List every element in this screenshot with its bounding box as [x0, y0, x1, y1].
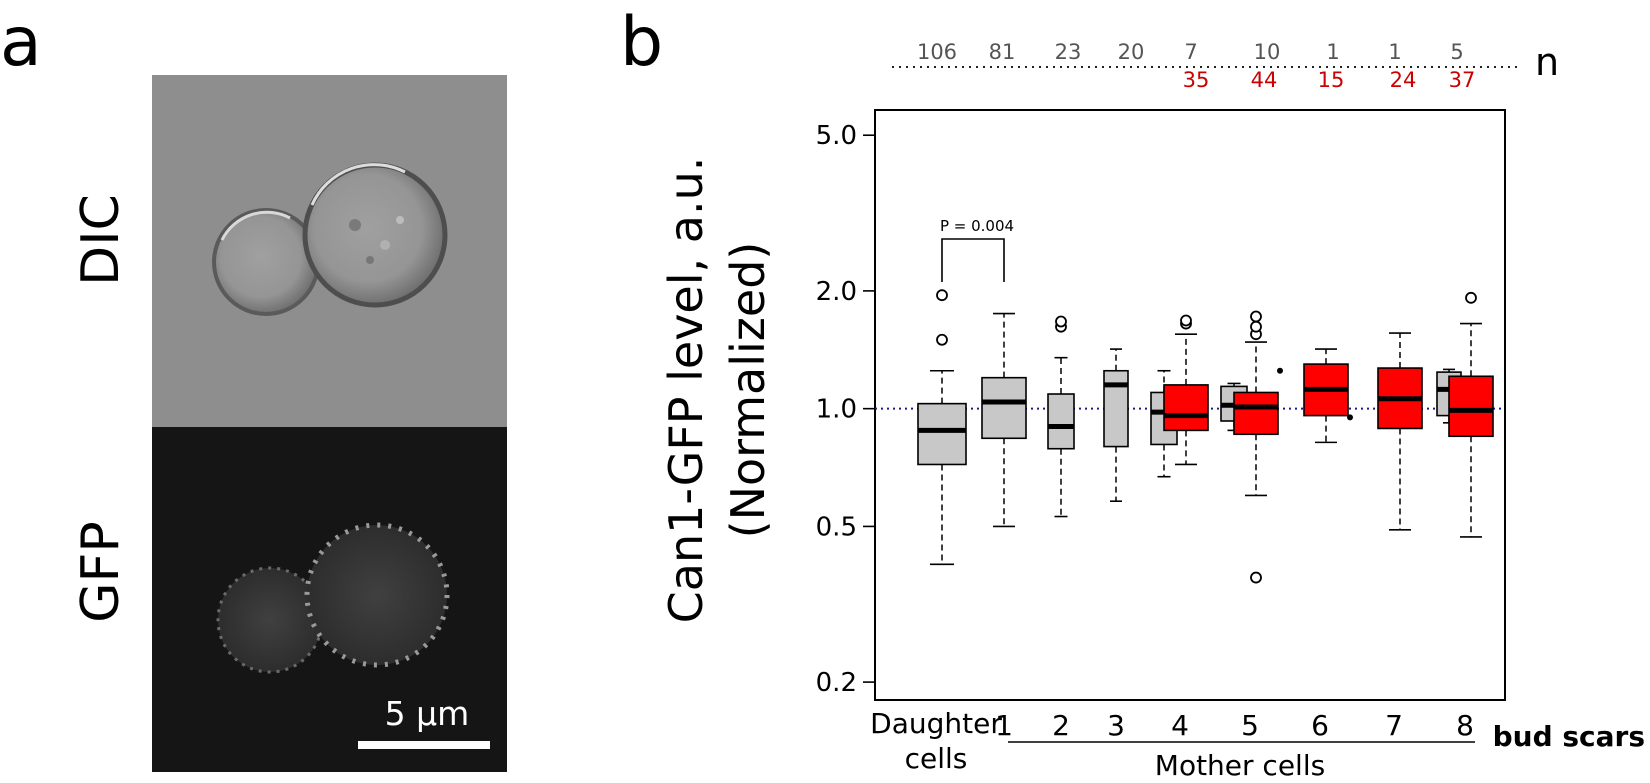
red-box	[1377, 332, 1423, 531]
red-box	[1233, 310, 1279, 584]
gray-point	[1277, 367, 1283, 374]
n-red-count: 37	[1449, 68, 1476, 92]
n-gray-count: 106	[917, 40, 957, 64]
gfp-cell-large	[304, 522, 450, 668]
x-tick-label: 2	[1052, 709, 1070, 742]
n-gray-count: 1	[1388, 40, 1401, 64]
outlier-point	[1465, 291, 1477, 304]
n-gray-count: 23	[1055, 40, 1082, 64]
n-gray-count: 7	[1184, 40, 1197, 64]
panel-a: a DIC GFP	[0, 3, 507, 772]
y-axis-label-line1: Can1-GFP level, a.u.	[659, 157, 713, 624]
x-tick-label: 6	[1311, 709, 1329, 742]
y-tick-label: 2.0	[816, 277, 857, 307]
x-tick-label: 3	[1107, 709, 1125, 742]
iqr-box	[1163, 384, 1209, 432]
n-label: n	[1535, 40, 1559, 84]
n-gray-counts: 106 81 23 20 7 10 1 1 5	[917, 40, 1464, 64]
n-gray-count: 5	[1450, 40, 1463, 64]
y-tick-label: 0.5	[816, 512, 857, 542]
gfp-label: GFP	[71, 521, 131, 623]
dic-cell-small	[212, 208, 320, 316]
iqr-box	[1047, 393, 1075, 450]
red-box	[1163, 314, 1209, 466]
x-tick-label: 5	[1241, 709, 1259, 742]
x-label-daughter-line2: cells	[905, 742, 968, 775]
gray-box	[1047, 315, 1075, 518]
iqr-box	[1103, 369, 1129, 448]
outlier-point	[1250, 571, 1262, 584]
iqr-box	[1448, 375, 1494, 438]
pvalue-label: P = 0.004	[940, 217, 1014, 235]
gray-box	[1103, 348, 1129, 503]
boxes-red-series	[1163, 291, 1494, 584]
x-tick-labels: 1 2 3 4 5 6 7 8	[995, 709, 1474, 742]
scale-bar-label: 5 µm	[385, 694, 470, 733]
n-red-count: 44	[1251, 68, 1278, 92]
panel-a-label: a	[0, 3, 42, 82]
gfp-cell-small	[216, 566, 324, 674]
x-tick-label: 7	[1385, 709, 1403, 742]
pvalue-bracket: P = 0.004	[940, 217, 1014, 282]
outlier-point	[1055, 315, 1067, 328]
n-gray-count: 20	[1118, 40, 1145, 64]
n-gray-count: 81	[989, 40, 1016, 64]
gfp-image: 5 µm	[152, 427, 507, 772]
y-tick-label: 0.2	[816, 668, 857, 698]
outlier-point	[1250, 320, 1262, 333]
y-tick-label: 1.0	[816, 395, 857, 425]
dic-label: DIC	[71, 194, 131, 286]
x-tick-label: 1	[995, 709, 1013, 742]
red-box	[1448, 291, 1494, 538]
x-label-daughter-line1: Daughter	[870, 707, 1002, 740]
gray-box	[917, 289, 967, 566]
n-gray-count: 1	[1326, 40, 1339, 64]
x-label-bud-scars: bud scars	[1493, 720, 1645, 753]
y-tick-label: 5.0	[816, 121, 857, 151]
gray-box	[981, 312, 1027, 528]
red-box	[1303, 348, 1349, 444]
x-tick-label: 8	[1456, 709, 1474, 742]
n-red-count: 15	[1318, 68, 1345, 92]
panel-b-label: b	[620, 3, 663, 82]
iqr-box	[917, 402, 967, 466]
outlier-point	[936, 289, 948, 302]
panel-b: b n 106 81 23 20 7 10 1 1 5 35 44 15 24 37 Can1-GFP …	[620, 3, 1645, 782]
x-label-mother-cells: Mother cells	[1155, 749, 1325, 782]
iqr-box	[1233, 391, 1279, 436]
iqr-box	[981, 376, 1027, 440]
y-axis: 5.0 2.0 1.0 0.5 0.2	[816, 121, 875, 698]
plot-frame	[874, 109, 1506, 701]
outlier-point	[1250, 310, 1262, 323]
boxes-gray-series	[917, 289, 1462, 566]
n-gray-count: 10	[1254, 40, 1281, 64]
n-red-count: 35	[1183, 68, 1210, 92]
outlier-point	[936, 333, 948, 346]
outlier-point	[1180, 314, 1192, 327]
x-tick-label: 4	[1171, 709, 1189, 742]
dic-cell-large	[302, 162, 448, 308]
dic-image	[152, 75, 507, 427]
n-red-count: 24	[1390, 68, 1417, 92]
gray-box	[1277, 367, 1283, 374]
n-red-counts: 35 44 15 24 37	[1183, 68, 1476, 92]
y-axis-label-line2: (Normalized)	[721, 242, 775, 539]
